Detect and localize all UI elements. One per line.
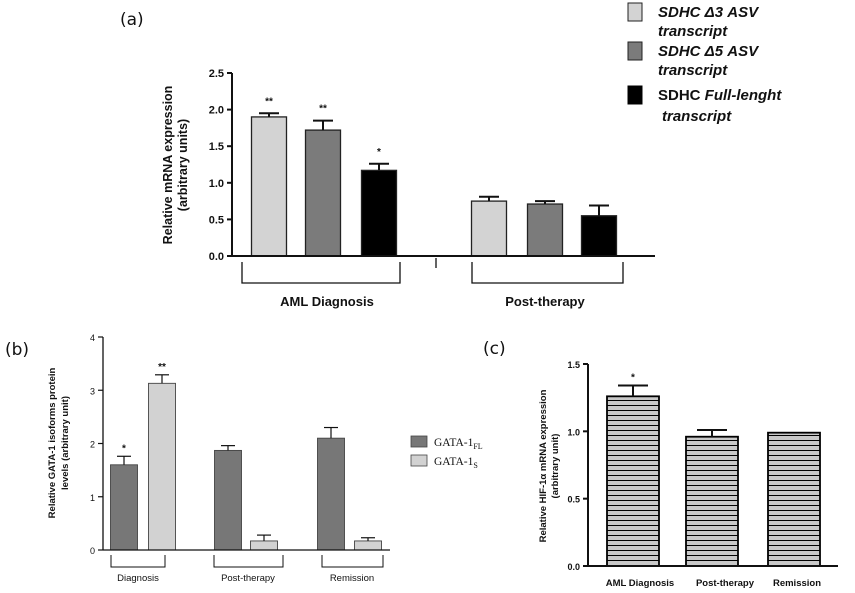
chart-b-category-post: Post-therapy [221, 573, 275, 584]
legend-b-fl-sub: FL [473, 442, 482, 451]
chart-b-bar [250, 540, 278, 551]
chart-a-bar [526, 203, 564, 257]
legend-b-s-base: GATA-1 [434, 456, 474, 468]
chart-b-bracket-diagnosis [110, 555, 166, 568]
chart-a-ytick-label: 1.0 [209, 178, 224, 190]
chart-a-significance-label: ** [319, 104, 327, 115]
chart-b-significance-label: ** [158, 362, 166, 373]
legend-a-item1-line2: transcript [658, 23, 728, 40]
chart-a-bar [360, 169, 398, 257]
chart-b-ylabel-line1: Relative GATA-1 isoforms protein [47, 367, 58, 518]
chart-b-bars: *** [110, 362, 382, 551]
chart-b-category-diagnosis: Diagnosis [117, 573, 159, 584]
chart-c-bar [767, 431, 821, 567]
chart-a-ytick-label: 2.0 [209, 105, 224, 117]
panel-label-c: (c) [483, 339, 506, 359]
chart-c-ytick-label: 0.5 [567, 495, 580, 505]
chart-c-bar [685, 435, 739, 567]
legend-a-item2-line1: SDHC Δ5 ASV [658, 43, 760, 60]
legend-b: GATA-1FL GATA-1S [410, 435, 483, 470]
chart-a: ***** 0.00.51.01.52.02.5 Relative mRNA e… [161, 68, 655, 309]
chart-b-significance-label: * [122, 443, 126, 454]
legend-a-item1-line1: SDHC Δ3 ASV [658, 4, 760, 21]
legend-a-item3-line1: SDHC Full-lenght [658, 87, 782, 104]
legend-b-item-s: GATA-1S [434, 456, 478, 470]
legend-a-item3-suffix: Full-lenght [705, 87, 783, 104]
chart-c-ytick-label: 0.0 [567, 562, 580, 572]
chart-b-bar [317, 437, 345, 551]
legend-a-swatch-1 [627, 2, 643, 22]
chart-a-ytick-label: 1.5 [209, 141, 224, 153]
panel-label-a: (a) [120, 10, 144, 30]
chart-a-ytick-label: 2.5 [209, 68, 224, 80]
legend-b-swatch-s [410, 454, 428, 467]
chart-a-bar [580, 215, 618, 257]
chart-a-significance-label: ** [265, 96, 273, 107]
chart-b-bar [214, 449, 242, 551]
chart-a-category-aml: AML Diagnosis [280, 294, 374, 309]
chart-a-bar [470, 200, 508, 257]
chart-c-significance-label: * [631, 373, 635, 384]
legend-a-item3-line2: transcript [662, 108, 732, 125]
legend-a-item3-prefix: SDHC [658, 87, 705, 104]
panel-label-b: (b) [5, 340, 29, 360]
chart-a-ylabel-line1: Relative mRNA expression [161, 86, 175, 245]
chart-b-ytick-label: 3 [90, 386, 95, 396]
chart-a-bracket-aml [241, 262, 401, 284]
chart-b-ylabel-line2: levels (arbitrary unit) [60, 396, 71, 490]
chart-c-ytick-label: 1.0 [567, 427, 580, 437]
chart-b-ytick-label: 0 [90, 546, 95, 556]
chart-c-category-remission: Remission [773, 578, 821, 589]
legend-a-swatch-2 [627, 41, 643, 61]
chart-b-ytick-label: 4 [90, 333, 95, 343]
legend-b-s-sub: S [473, 461, 477, 470]
chart-c-ytick-label: 1.5 [567, 360, 580, 370]
chart-b-bar [354, 540, 382, 551]
chart-c-bar [606, 395, 660, 567]
chart-b-category-remission: Remission [330, 573, 374, 584]
legend-b-fl-base: GATA-1 [434, 437, 474, 449]
chart-a-category-post: Post-therapy [505, 294, 585, 309]
chart-a-bracket-post [471, 262, 624, 284]
chart-a-bar [250, 116, 288, 257]
chart-c-category-aml: AML Diagnosis [606, 578, 674, 589]
chart-b-bracket-remission [321, 555, 384, 568]
chart-a-ylabel-line2: (arbitrary units) [176, 119, 190, 211]
chart-b-bracket-post [213, 555, 284, 568]
chart-b-y-ticks: 0 1 2 3 4 [90, 333, 103, 556]
chart-c-category-post: Post-therapy [696, 578, 755, 589]
chart-c-y-ticks: 0.0 0.5 1.0 1.5 [567, 360, 588, 572]
chart-c-ylabel-line1: Relative HIF-1α mRNA expression [538, 389, 549, 542]
chart-c-ylabel-line2: (arbitrary unit) [550, 434, 561, 499]
chart-a-y-ticks: 0.0 0.5 1.0 1.5 2.0 2.5 [209, 68, 232, 263]
chart-b-ytick-label: 2 [90, 440, 95, 450]
chart-a-bars: ***** [250, 96, 618, 257]
legend-b-item-fl: GATA-1FL [434, 437, 483, 451]
legend-a-item2-line2: transcript [658, 62, 728, 79]
legend-a: SDHC Δ3 ASV transcript SDHC Δ5 ASV trans… [627, 2, 782, 125]
chart-b-bar [148, 382, 176, 551]
chart-b-bar [110, 464, 138, 551]
legend-b-swatch-fl [410, 435, 428, 448]
chart-a-bar [304, 129, 342, 257]
chart-b-ytick-label: 1 [90, 493, 95, 503]
chart-c: * 0.0 0.5 1.0 1.5 Relative HIF-1α mRNA expr… [538, 360, 838, 589]
chart-a-ytick-label: 0.0 [209, 251, 224, 263]
chart-a-significance-label: * [377, 147, 381, 158]
chart-a-ytick-label: 0.5 [209, 214, 224, 226]
chart-c-bars: * [606, 373, 821, 567]
legend-a-swatch-3 [627, 85, 643, 105]
